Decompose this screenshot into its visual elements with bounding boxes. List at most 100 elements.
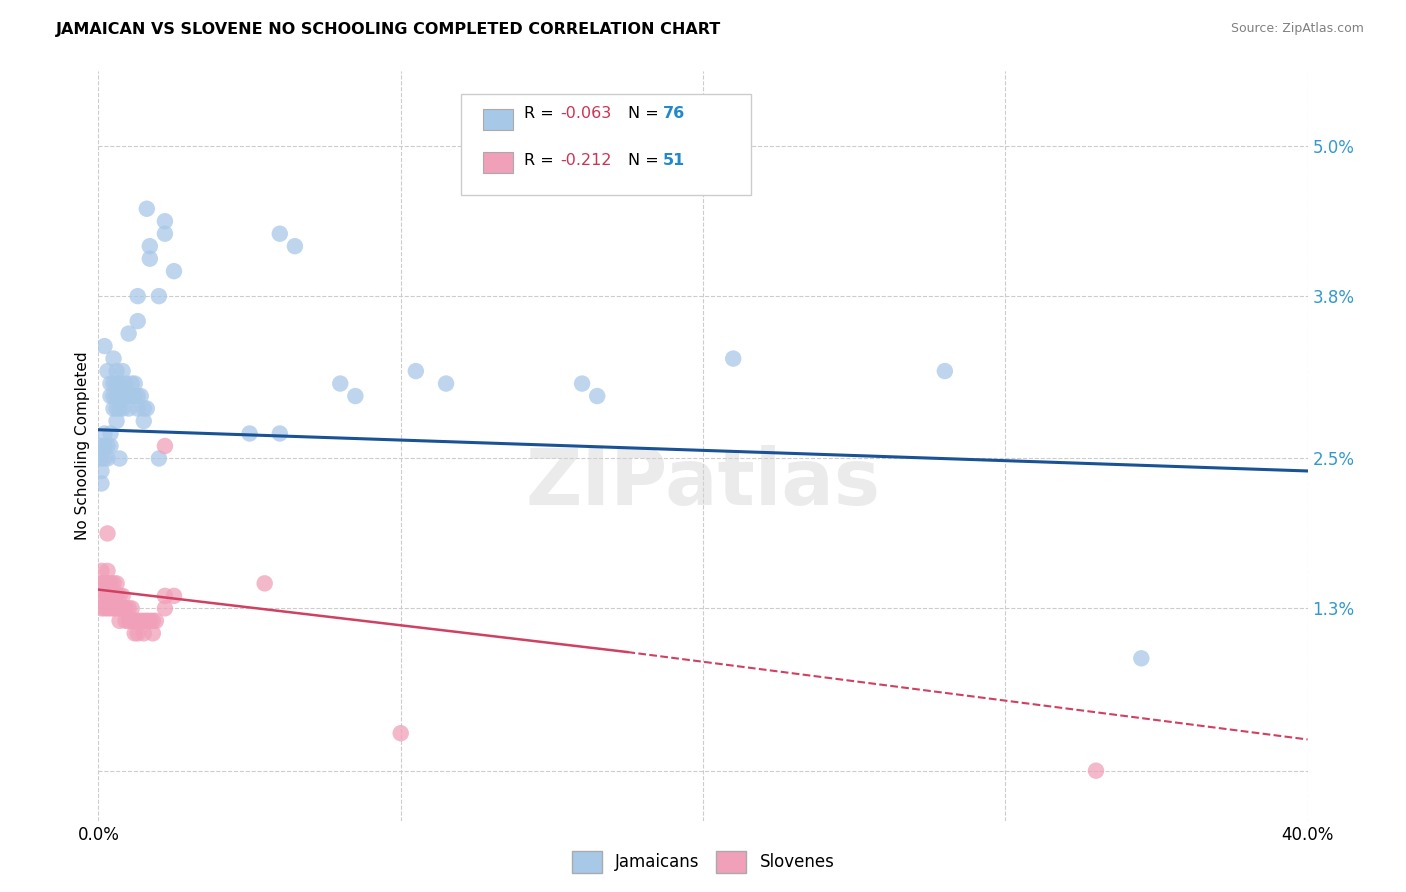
Point bbox=[96, 526, 118, 541]
Text: N =: N = bbox=[628, 153, 664, 168]
Point bbox=[90, 564, 112, 578]
Point bbox=[329, 376, 352, 391]
Point bbox=[93, 426, 115, 441]
Point bbox=[93, 589, 115, 603]
Point bbox=[93, 451, 115, 466]
Point bbox=[142, 614, 165, 628]
Point bbox=[93, 339, 115, 353]
Text: Source: ZipAtlas.com: Source: ZipAtlas.com bbox=[1230, 22, 1364, 36]
Point bbox=[100, 589, 122, 603]
Point bbox=[139, 252, 162, 266]
Point bbox=[93, 601, 115, 615]
Point bbox=[389, 726, 412, 740]
Point bbox=[344, 389, 367, 403]
Point bbox=[111, 601, 134, 615]
Point bbox=[114, 376, 136, 391]
Point bbox=[121, 614, 143, 628]
Point bbox=[118, 614, 141, 628]
Point bbox=[153, 589, 176, 603]
Point bbox=[103, 351, 125, 366]
Point bbox=[121, 376, 143, 391]
Point bbox=[127, 614, 149, 628]
Point bbox=[100, 426, 122, 441]
Point bbox=[269, 426, 291, 441]
Y-axis label: No Schooling Completed: No Schooling Completed bbox=[75, 351, 90, 541]
Point bbox=[105, 576, 128, 591]
Point bbox=[127, 314, 149, 328]
Point bbox=[129, 614, 152, 628]
Text: N =: N = bbox=[628, 106, 664, 120]
Point bbox=[139, 239, 162, 253]
Point bbox=[105, 389, 128, 403]
Point bbox=[114, 389, 136, 403]
Point bbox=[108, 614, 131, 628]
Point bbox=[239, 426, 262, 441]
Point bbox=[586, 389, 609, 403]
Point bbox=[103, 401, 125, 416]
Point bbox=[90, 601, 112, 615]
Point bbox=[132, 626, 155, 640]
Point bbox=[93, 576, 115, 591]
Point bbox=[111, 401, 134, 416]
Point bbox=[105, 589, 128, 603]
Point bbox=[100, 389, 122, 403]
Text: R =: R = bbox=[524, 106, 560, 120]
Point bbox=[108, 451, 131, 466]
Point bbox=[108, 589, 131, 603]
Text: R =: R = bbox=[524, 153, 560, 168]
Point bbox=[148, 451, 170, 466]
Point bbox=[1085, 764, 1108, 778]
Point bbox=[100, 601, 122, 615]
Point bbox=[284, 239, 307, 253]
Point bbox=[269, 227, 291, 241]
Point bbox=[571, 376, 593, 391]
Point bbox=[121, 601, 143, 615]
Point bbox=[96, 601, 118, 615]
Point bbox=[90, 589, 112, 603]
Point bbox=[139, 614, 162, 628]
Point bbox=[132, 401, 155, 416]
Point bbox=[103, 589, 125, 603]
Point bbox=[934, 364, 956, 378]
Point bbox=[108, 401, 131, 416]
Point bbox=[118, 601, 141, 615]
Point bbox=[114, 601, 136, 615]
Point bbox=[132, 614, 155, 628]
Point bbox=[405, 364, 427, 378]
Point bbox=[127, 401, 149, 416]
Point bbox=[96, 439, 118, 453]
Point bbox=[96, 589, 118, 603]
Text: -0.212: -0.212 bbox=[561, 153, 612, 168]
FancyBboxPatch shape bbox=[482, 109, 513, 130]
Text: -0.063: -0.063 bbox=[561, 106, 612, 120]
Point bbox=[118, 401, 141, 416]
Point bbox=[124, 614, 146, 628]
Point bbox=[108, 389, 131, 403]
Point bbox=[127, 289, 149, 303]
Point bbox=[127, 389, 149, 403]
Point bbox=[100, 376, 122, 391]
Point bbox=[90, 576, 112, 591]
Point bbox=[103, 576, 125, 591]
Point bbox=[132, 414, 155, 428]
Point bbox=[129, 389, 152, 403]
Point bbox=[135, 614, 157, 628]
FancyBboxPatch shape bbox=[461, 94, 751, 195]
Point bbox=[90, 439, 112, 453]
Point bbox=[105, 601, 128, 615]
Point bbox=[163, 589, 186, 603]
Point bbox=[103, 601, 125, 615]
Point bbox=[108, 601, 131, 615]
Point bbox=[96, 576, 118, 591]
Point bbox=[153, 601, 176, 615]
Point bbox=[153, 227, 176, 241]
FancyBboxPatch shape bbox=[482, 152, 513, 172]
Point bbox=[90, 476, 112, 491]
Point bbox=[121, 389, 143, 403]
Point bbox=[118, 389, 141, 403]
Point bbox=[114, 614, 136, 628]
Point bbox=[100, 439, 122, 453]
Point bbox=[103, 376, 125, 391]
Point bbox=[124, 626, 146, 640]
Point bbox=[108, 376, 131, 391]
